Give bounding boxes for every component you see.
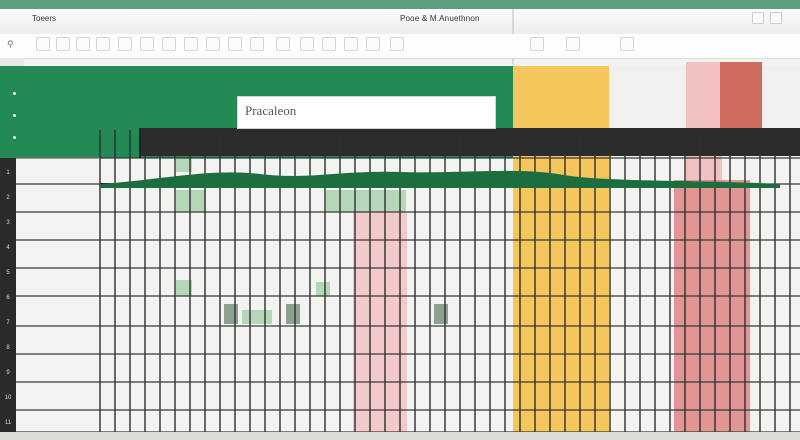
ribbon-button[interactable] — [344, 37, 358, 51]
row-number[interactable]: 2 — [6, 195, 10, 201]
name-box[interactable]: Pracaleon — [237, 96, 496, 129]
document-title: Pooe & M.Anuethnon — [400, 14, 480, 23]
filled-cell[interactable] — [434, 304, 448, 324]
filled-cell[interactable] — [316, 282, 330, 296]
app-name: Toeers — [32, 14, 57, 23]
filled-cell[interactable] — [242, 310, 272, 324]
banner-dot-icon — [13, 92, 16, 95]
ribbon-button[interactable] — [184, 37, 198, 51]
ribbon-button[interactable] — [56, 37, 70, 51]
ribbon-button[interactable] — [276, 37, 290, 51]
highlighted-column-red[interactable] — [674, 180, 750, 440]
ribbon-button[interactable] — [530, 37, 544, 51]
ribbon-button[interactable] — [620, 37, 634, 51]
banner-dot-icon — [13, 136, 16, 139]
ribbon-button[interactable] — [118, 37, 132, 51]
highlighted-column-pink[interactable] — [353, 212, 407, 440]
filled-cell[interactable] — [286, 304, 300, 324]
row-number[interactable]: 9 — [6, 370, 10, 376]
row-number[interactable]: 3 — [6, 220, 10, 226]
row-number[interactable]: 5 — [6, 270, 10, 276]
row-number[interactable]: 7 — [6, 320, 10, 326]
title-bar — [0, 9, 800, 34]
ribbon-button[interactable] — [228, 37, 242, 51]
top-accent-strip — [0, 0, 800, 9]
ribbon-sub-tab[interactable] — [0, 58, 24, 66]
ribbon-button[interactable] — [140, 37, 154, 51]
filled-cell[interactable] — [224, 304, 238, 324]
ribbon-button[interactable] — [366, 37, 380, 51]
location-icon: ⚲ — [7, 39, 14, 49]
ribbon-button[interactable] — [162, 37, 176, 51]
banner-dot-icon — [13, 114, 16, 117]
ribbon-button[interactable] — [206, 37, 220, 51]
row-number[interactable]: 6 — [6, 295, 10, 301]
highlighted-column-light-red[interactable] — [686, 62, 722, 182]
row-number[interactable]: 1 — [6, 170, 10, 176]
filled-cell[interactable] — [176, 158, 192, 172]
ribbon-button[interactable] — [96, 37, 110, 51]
minimize-button[interactable] — [752, 12, 764, 24]
filled-cell[interactable] — [176, 280, 192, 296]
highlighted-column-yellow[interactable] — [513, 66, 609, 440]
ribbon-button[interactable] — [250, 37, 264, 51]
row-number[interactable]: 8 — [6, 345, 10, 351]
ribbon-button[interactable] — [36, 37, 50, 51]
ribbon-button[interactable] — [322, 37, 336, 51]
maximize-button[interactable] — [770, 12, 782, 24]
ribbon-button[interactable] — [76, 37, 90, 51]
row-number[interactable]: 4 — [6, 245, 10, 251]
ribbon-button[interactable] — [566, 37, 580, 51]
filled-cell[interactable] — [176, 190, 206, 212]
row-number-gutter: 1 2 3 4 5 6 7 8 9 10 11 — [0, 158, 16, 440]
ribbon-button[interactable] — [390, 37, 404, 51]
status-bar — [0, 432, 800, 440]
ribbon-toolbar — [0, 34, 800, 59]
green-trend-line — [100, 170, 780, 188]
row-number[interactable]: 11 — [4, 420, 12, 426]
row-number[interactable]: 10 — [4, 395, 12, 401]
column-header-row[interactable] — [140, 128, 800, 156]
ribbon-button[interactable] — [300, 37, 314, 51]
filled-cell[interactable] — [326, 190, 406, 212]
